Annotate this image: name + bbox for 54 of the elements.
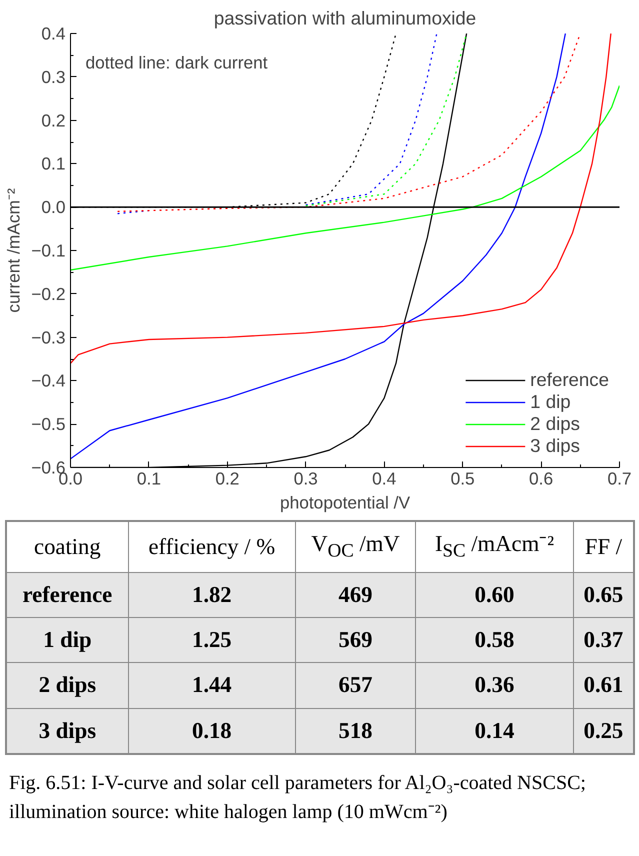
y-tick-label: −0.4: [31, 370, 66, 391]
text: 0.14: [474, 718, 514, 743]
text: 0.36: [474, 672, 514, 698]
text: 0.18: [192, 718, 232, 743]
category-label: coating: [6, 521, 128, 572]
y-tick-label: −0.5: [31, 414, 66, 434]
text: 469: [338, 582, 372, 607]
annotation: dotted line: dark current: [86, 52, 268, 72]
line-series: [70, 34, 612, 364]
category-label: 3 dips: [38, 718, 96, 743]
category-label: FF /: [573, 521, 634, 572]
text: 657: [338, 672, 372, 698]
x-axis-title: photopotential /V: [280, 492, 410, 512]
y-tick-label: −0.2: [31, 284, 66, 304]
text: 0.37: [584, 626, 624, 652]
legend-label: reference: [530, 369, 609, 391]
x-tick-label: 0.5: [450, 468, 475, 488]
y-tick-label: 0.4: [41, 24, 66, 44]
legend-label: 3 dips: [530, 435, 580, 457]
text: 0.61: [584, 672, 624, 698]
x-tick-label: 0.1: [136, 468, 161, 488]
category-label: reference: [22, 582, 112, 607]
line-series: [305, 34, 468, 206]
category-label: V$_{OC}$ /mV: [295, 521, 416, 572]
x-tick-label: 0.2: [215, 468, 240, 488]
text: 0.25: [584, 718, 624, 743]
y-tick-label: 0.0: [41, 197, 66, 218]
caption: Fig. 6.51: I-V-curve and solar cell parameters for Al₂O₃-coated NSCSC; illumination source: white halogen lamp (10 mWcm⁻²): [9, 771, 587, 825]
line-series: [70, 84, 620, 271]
text: 1.25: [192, 626, 232, 652]
y-tick-label: 0.3: [41, 66, 66, 87]
text: 518: [338, 718, 372, 743]
text: 0.60: [474, 582, 514, 607]
x-tick-label: 0.7: [607, 468, 632, 488]
text: 0.58: [474, 626, 514, 652]
text: 0.65: [584, 582, 624, 607]
x-tick-label: 0.3: [294, 468, 318, 488]
y-tick-label: −0.1: [31, 240, 66, 260]
x-tick-label: 0.6: [529, 468, 554, 488]
text: 569: [338, 626, 372, 652]
chart-title: passivation with aluminumoxide: [214, 8, 476, 28]
category-label: efficiency / %: [128, 521, 296, 572]
category-label: 1 dip: [43, 626, 92, 652]
category-label: 2 dips: [38, 672, 96, 698]
legend-label: 1 dip: [530, 391, 571, 413]
legend-label: 2 dips: [530, 413, 580, 435]
y-tick-label: 0.2: [41, 110, 66, 130]
category-label: I$_{SC}$ /mAcm⁻²: [416, 521, 574, 572]
text: 1.82: [192, 582, 232, 607]
y-axis-title: current /mAcm⁻²: [3, 188, 24, 313]
x-tick-label: 0.4: [372, 468, 397, 488]
y-tick-label: −0.3: [31, 327, 66, 348]
text: 1.44: [192, 672, 232, 698]
y-tick-label: 0.1: [41, 154, 66, 174]
